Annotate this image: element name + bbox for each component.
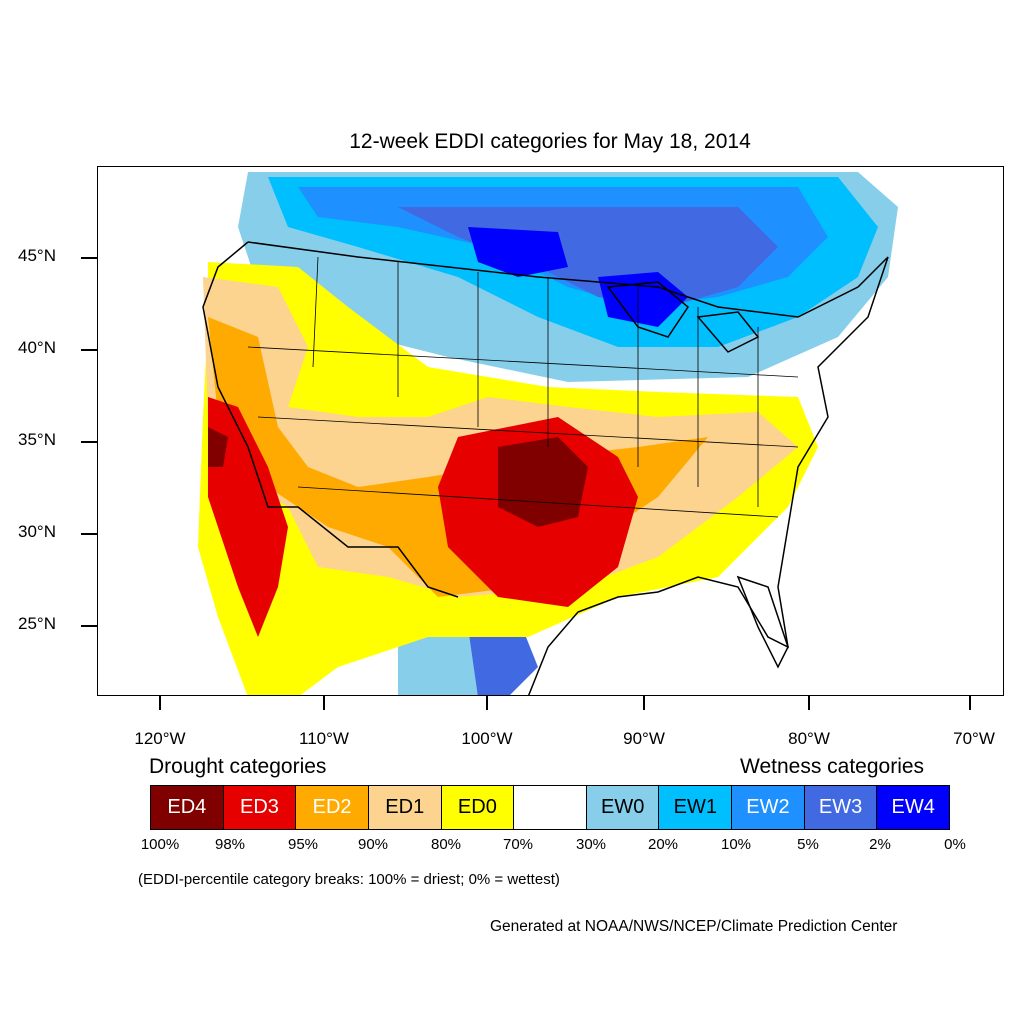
pct-break: 20% <box>647 836 679 853</box>
map-panel <box>97 166 1004 696</box>
legend-ed3: ED3 <box>223 786 297 829</box>
pct-break: 90% <box>357 836 389 853</box>
lon-tick <box>643 696 645 710</box>
wetness-areas <box>238 172 898 695</box>
pct-break: 80% <box>430 836 462 853</box>
pct-break: 100% <box>140 836 180 853</box>
pct-break: 10% <box>720 836 752 853</box>
lon-label-90: 90°W <box>623 729 665 748</box>
lon-tick <box>808 696 810 710</box>
lon-tick <box>159 696 161 710</box>
legend-ew0: EW0 <box>586 786 660 829</box>
florida <box>736 575 789 669</box>
category-legend: ED4 ED3 ED2 ED1 ED0 EW0 EW1 EW2 EW3 EW4 <box>150 785 950 830</box>
state-lines <box>247 256 799 518</box>
lat-tick <box>81 257 97 259</box>
lon-label-80: 80°W <box>788 729 830 748</box>
drought-heading: Drought categories <box>149 755 327 778</box>
legend-ed1: ED1 <box>368 786 442 829</box>
map-title: 12-week EDDI categories for May 18, 2014 <box>349 130 751 153</box>
lat-tick <box>81 533 97 535</box>
category-note: (EDDI-percentile category breaks: 100% =… <box>138 871 560 888</box>
lon-tick <box>323 696 325 710</box>
legend-neutral <box>514 786 587 829</box>
boundaries <box>202 241 889 695</box>
pct-break: 70% <box>502 836 534 853</box>
wetness-heading: Wetness categories <box>740 755 925 778</box>
lon-label-120: 120°W <box>134 729 186 748</box>
lat-tick <box>81 441 97 443</box>
lon-label-110: 110°W <box>299 729 349 748</box>
conus-outline <box>202 241 889 695</box>
legend-ew2: EW2 <box>732 786 805 829</box>
pct-break: 5% <box>797 836 819 853</box>
lat-label-30: 30°N <box>18 522 56 541</box>
drought-areas <box>198 262 818 695</box>
lon-tick <box>969 696 971 710</box>
lon-tick <box>486 696 488 710</box>
legend-ed4: ED4 <box>151 786 224 829</box>
pct-break: 95% <box>287 836 319 853</box>
ed4-region <box>208 427 588 527</box>
credit-line: Generated at NOAA/NWS/NCEP/Climate Predi… <box>490 918 898 935</box>
legend-ew4: EW4 <box>877 786 950 829</box>
eddi-map <box>198 172 898 695</box>
lon-label-100: 100°W <box>461 729 513 748</box>
lat-label-25: 25°N <box>18 614 56 633</box>
lat-label-40: 40°N <box>18 338 56 357</box>
lat-label-45: 45°N <box>18 246 56 265</box>
legend-ed0: ED0 <box>441 786 515 829</box>
pct-break: 2% <box>869 836 891 853</box>
lat-tick <box>81 349 97 351</box>
pct-break: 0% <box>944 836 966 853</box>
legend-ew3: EW3 <box>804 786 878 829</box>
lat-tick <box>81 625 97 627</box>
ew-mexico <box>398 627 478 695</box>
ew4-region <box>468 227 688 327</box>
lat-label-35: 35°N <box>18 430 56 449</box>
pct-break: 30% <box>575 836 607 853</box>
legend-ed2: ED2 <box>296 786 369 829</box>
legend-ew1: EW1 <box>659 786 733 829</box>
great-lakes <box>606 281 760 353</box>
lon-label-70: 70°W <box>953 729 995 748</box>
pct-break: 98% <box>214 836 246 853</box>
